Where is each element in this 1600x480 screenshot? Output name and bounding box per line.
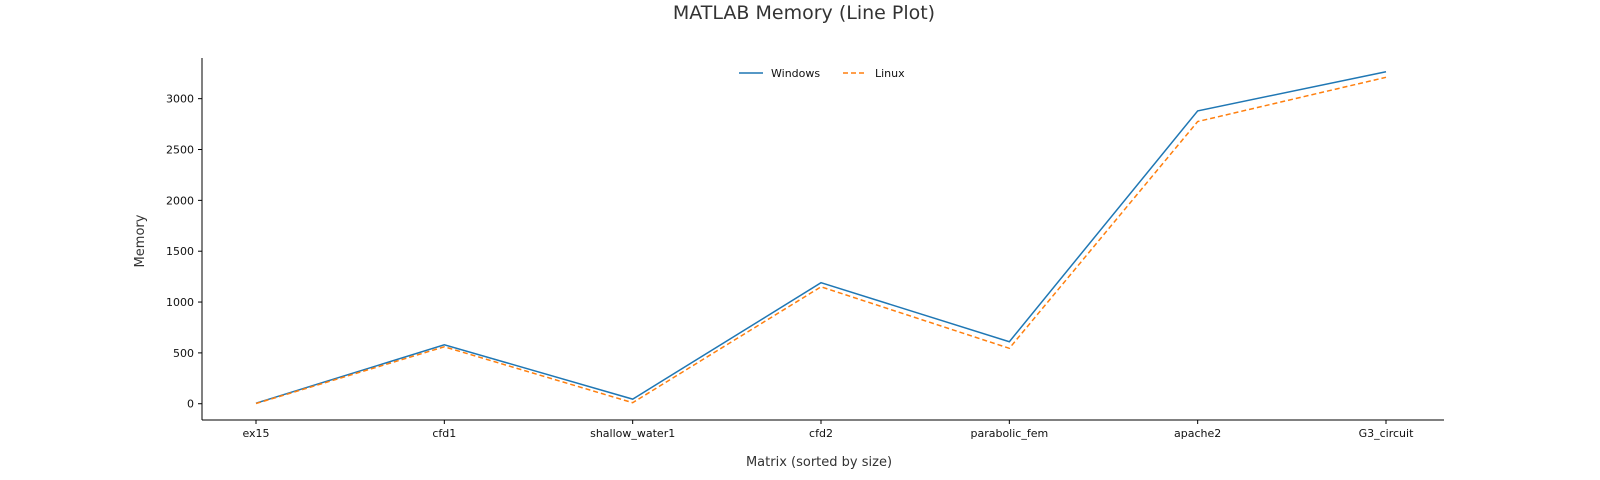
x-tick-label: cfd1 <box>432 427 456 440</box>
x-tick-label: G3_circuit <box>1359 427 1414 440</box>
y-tick-label: 500 <box>173 347 194 360</box>
x-tick-label: apache2 <box>1174 427 1221 440</box>
x-tick-label: shallow_water1 <box>590 427 675 440</box>
legend-label-windows: Windows <box>771 67 820 80</box>
x-tick-label: parabolic_fem <box>970 427 1048 440</box>
y-tick-label: 3000 <box>166 93 194 106</box>
x-tick-label: cfd2 <box>809 427 833 440</box>
x-axis-label: Matrix (sorted by size) <box>746 455 892 470</box>
series-line-linux <box>255 76 1387 405</box>
series-line-windows <box>255 70 1387 404</box>
legend: Windows Linux <box>739 67 905 80</box>
y-tick-label: 1000 <box>166 296 194 309</box>
y-ticks: 0 500 1000 1500 2000 2500 3000 <box>166 93 202 411</box>
y-tick-label: 0 <box>187 398 194 411</box>
legend-label-linux: Linux <box>875 67 905 80</box>
series-layer <box>255 70 1387 405</box>
y-axis-label: Memory <box>133 214 148 267</box>
y-tick-label: 2000 <box>166 194 194 207</box>
x-ticks: ex15 cfd1 shallow_water1 cfd2 parabolic_fem a… <box>242 420 1414 440</box>
y-tick-label: 2500 <box>166 144 194 157</box>
y-tick-label: 1500 <box>166 245 194 258</box>
x-tick-label: ex15 <box>242 427 269 440</box>
chart-title: MATLAB Memory (Line Plot) <box>673 2 935 24</box>
